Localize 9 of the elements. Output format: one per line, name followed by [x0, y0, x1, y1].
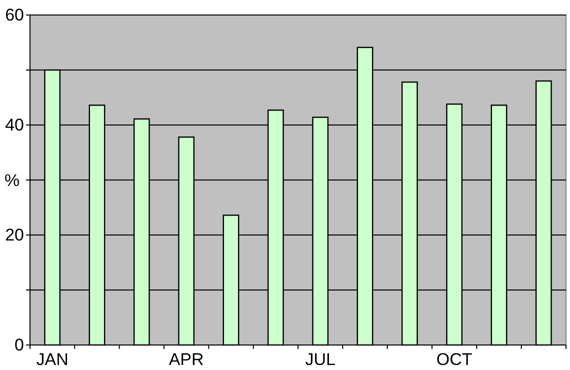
- x-tick-label: JUL: [305, 350, 336, 369]
- y-axis-title: %: [4, 171, 20, 190]
- x-tick-label: OCT: [436, 350, 472, 369]
- y-tick-label: 40: [5, 115, 24, 134]
- x-tick-label: JAN: [36, 350, 68, 369]
- y-tick-label: 60: [5, 5, 24, 24]
- x-tick-label: APR: [168, 350, 204, 369]
- y-tick-label: 0: [14, 335, 24, 354]
- y-tick-label: 20: [5, 225, 24, 244]
